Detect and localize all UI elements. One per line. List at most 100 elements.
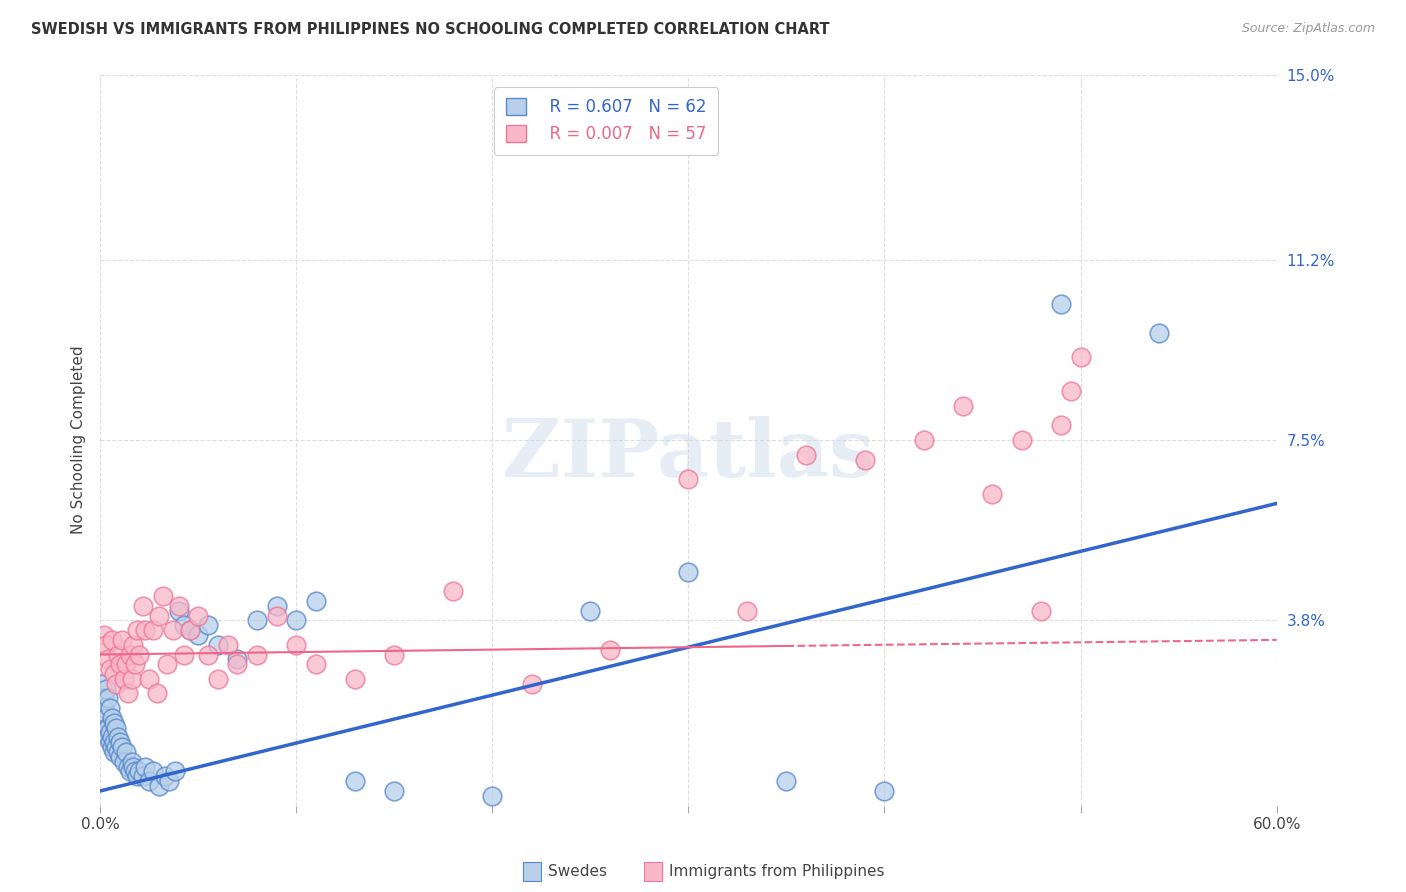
Point [344, 672, 367, 686]
Point [197, 648, 219, 662]
Point [156, 657, 179, 672]
Point [128, 648, 150, 662]
Point [108, 657, 131, 672]
Point [124, 764, 146, 779]
Point [108, 735, 131, 749]
Point [179, 623, 201, 637]
Point [853, 452, 876, 467]
Point [1011, 433, 1033, 447]
Point [678, 565, 700, 579]
Point [153, 769, 176, 783]
Point [173, 648, 195, 662]
Text: ZIPatlas: ZIPatlas [502, 416, 875, 493]
Point [122, 638, 145, 652]
Point [173, 618, 195, 632]
Point [344, 774, 367, 789]
Text: Source: ZipAtlas.com: Source: ZipAtlas.com [1241, 22, 1375, 36]
Point [579, 604, 602, 618]
Point [305, 594, 328, 608]
Point [132, 769, 155, 783]
Point [142, 623, 165, 637]
Point [1060, 384, 1083, 399]
Point [217, 638, 239, 652]
Point [101, 711, 124, 725]
Point [187, 608, 209, 623]
Point [1050, 418, 1073, 433]
Point [520, 677, 543, 691]
Point [103, 715, 125, 730]
Text: Swedes: Swedes [548, 864, 607, 879]
Point [179, 623, 201, 637]
Point [197, 618, 219, 632]
Point [94, 681, 117, 696]
Point [94, 721, 117, 735]
Point [678, 472, 700, 486]
Point [138, 672, 160, 686]
Point [157, 774, 180, 789]
Point [114, 745, 136, 759]
Point [127, 623, 149, 637]
Point [481, 789, 503, 803]
Point [104, 677, 127, 691]
Point [794, 448, 817, 462]
Point [112, 755, 135, 769]
Legend:   R = 0.607   N = 62,   R = 0.007   N = 57: R = 0.607 N = 62, R = 0.007 N = 57 [494, 87, 718, 154]
Point [111, 632, 134, 647]
Point [952, 399, 974, 413]
Point [107, 648, 129, 662]
Point [266, 608, 288, 623]
Point [305, 657, 328, 672]
Text: Immigrants from Philippines: Immigrants from Philippines [669, 864, 884, 879]
Point [98, 725, 121, 739]
Point [118, 764, 141, 779]
Point [103, 667, 125, 681]
Point [152, 589, 174, 603]
Point [226, 657, 249, 672]
Point [246, 614, 269, 628]
Point [103, 735, 125, 749]
Point [285, 638, 308, 652]
Point [599, 642, 621, 657]
Point [97, 731, 120, 745]
Point [91, 677, 114, 691]
Point [207, 638, 229, 652]
Point [775, 774, 797, 789]
Point [134, 759, 156, 773]
Point [285, 614, 308, 628]
Point [142, 764, 165, 779]
Point [118, 648, 141, 662]
Point [148, 779, 170, 793]
Point [162, 623, 184, 637]
Point [266, 599, 288, 613]
Text: SWEDISH VS IMMIGRANTS FROM PHILIPPINES NO SCHOOLING COMPLETED CORRELATION CHART: SWEDISH VS IMMIGRANTS FROM PHILIPPINES N… [31, 22, 830, 37]
Point [114, 657, 136, 672]
Point [98, 735, 121, 749]
Point [226, 652, 249, 666]
Point [187, 628, 209, 642]
Point [167, 599, 190, 613]
Point [104, 740, 127, 755]
Point [735, 604, 758, 618]
Point [873, 784, 896, 798]
Point [912, 433, 935, 447]
Point [117, 686, 139, 700]
Point [93, 628, 115, 642]
Point [124, 657, 146, 672]
Point [93, 701, 115, 715]
Point [111, 740, 134, 755]
Point [128, 764, 150, 779]
Point [134, 623, 156, 637]
Point [93, 691, 115, 706]
Point [132, 599, 155, 613]
Point [246, 648, 269, 662]
Point [94, 711, 117, 725]
Point [382, 784, 405, 798]
Point [108, 749, 131, 764]
Point [1031, 604, 1053, 618]
Point [1070, 350, 1092, 364]
Point [101, 740, 124, 755]
Point [104, 721, 127, 735]
Point [101, 632, 124, 647]
Point [117, 759, 139, 773]
Point [441, 584, 464, 599]
